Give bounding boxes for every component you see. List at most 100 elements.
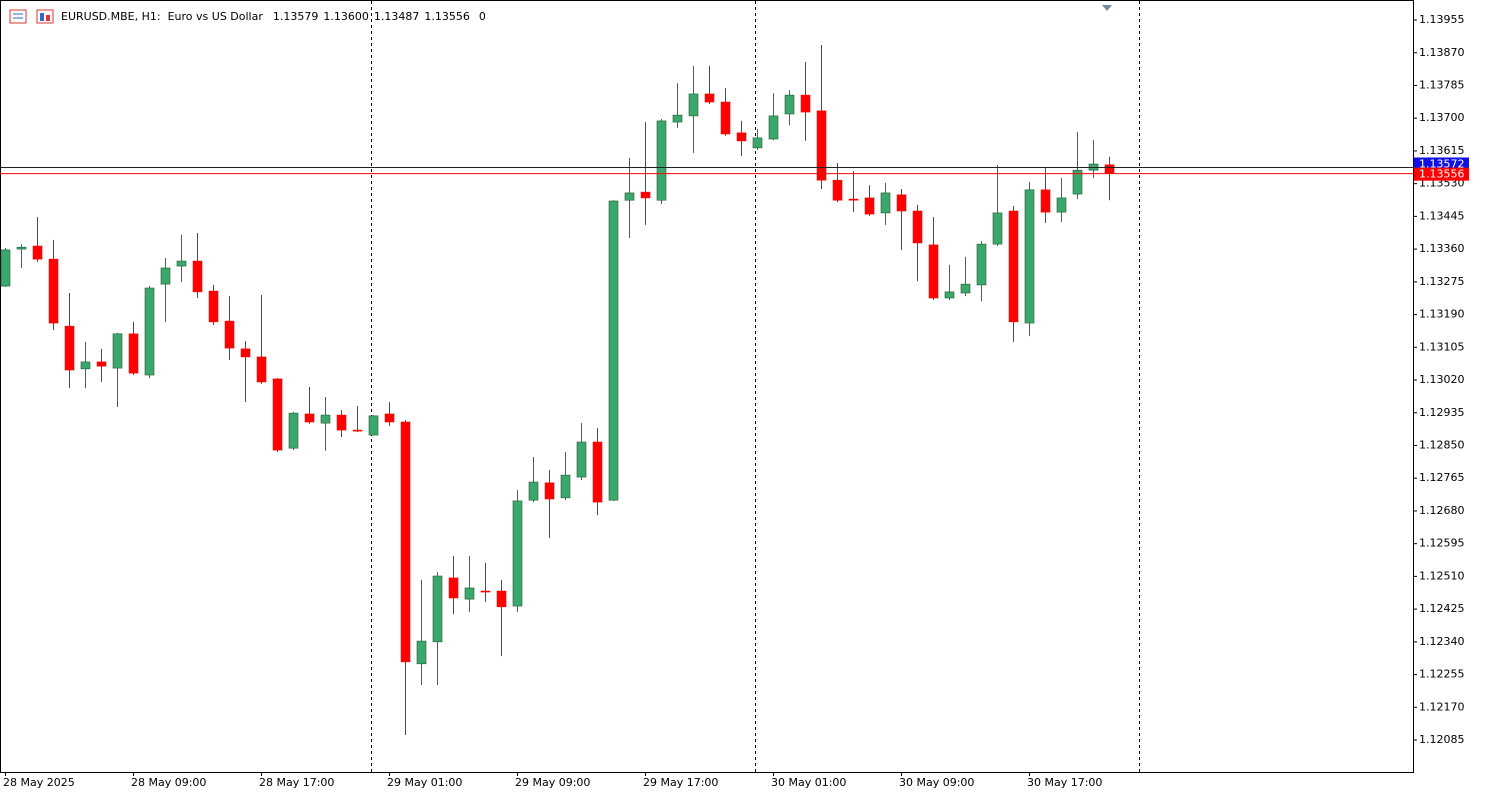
icon (36, 9, 54, 24)
y-tick-label: 1.12850 (1419, 438, 1465, 451)
x-tick-label: 28 May 09:00 (131, 776, 206, 789)
icon (46, 15, 50, 21)
candle-body (1024, 189, 1035, 324)
candle-body (16, 246, 27, 250)
candle-body (80, 361, 91, 370)
y-tick-label: 1.13615 (1419, 144, 1465, 157)
candle-body (576, 441, 587, 478)
candle-body (736, 132, 747, 142)
header-icons (9, 9, 54, 24)
candle-body (864, 197, 875, 215)
candle-body (384, 413, 395, 423)
x-tick-label: 30 May 01:00 (771, 776, 846, 789)
candle-body (352, 429, 363, 432)
y-tick-label: 1.13870 (1419, 46, 1465, 59)
candle-body (288, 412, 299, 449)
candle-body (48, 258, 59, 324)
candle-body (1104, 164, 1115, 174)
candle-body (784, 94, 795, 115)
x-tick-label: 30 May 17:00 (1027, 776, 1102, 789)
icon (9, 9, 27, 24)
x-tick-label: 29 May 09:00 (515, 776, 590, 789)
candle-body (896, 194, 907, 212)
candle-body (448, 577, 459, 599)
candle-body (768, 115, 779, 140)
candle-body (912, 210, 923, 244)
y-tick-label: 1.12085 (1419, 733, 1465, 746)
candle-body (0, 249, 11, 287)
candle-body (160, 267, 171, 285)
y-tick-label: 1.12340 (1419, 635, 1465, 648)
candle-body (304, 413, 315, 423)
candle-body (800, 94, 811, 113)
candle-body (752, 137, 763, 149)
candle-body (640, 191, 651, 199)
y-tick-label: 1.12935 (1419, 406, 1465, 419)
candle-body (224, 320, 235, 349)
y-tick-label: 1.13105 (1419, 340, 1465, 353)
y-tick-label: 1.13785 (1419, 78, 1465, 91)
candle-body (96, 361, 107, 367)
y-tick-label: 1.12765 (1419, 471, 1465, 484)
y-tick-label: 1.13445 (1419, 209, 1465, 222)
candle-body (320, 414, 331, 424)
y-tick-label: 1.12510 (1419, 569, 1465, 582)
price-label: 1.13556 (1419, 168, 1465, 181)
y-tick-label: 1.13020 (1419, 373, 1465, 386)
candle-body (336, 414, 347, 431)
y-tick-label: 1.13190 (1419, 308, 1465, 321)
candle-body (944, 291, 955, 299)
candle-body (528, 481, 539, 501)
candle-body (208, 290, 219, 323)
candle-body (464, 587, 475, 600)
price-label-box (1414, 167, 1469, 181)
candle-body (512, 500, 523, 607)
candle-body (704, 93, 715, 103)
x-tick-label: 29 May 01:00 (387, 776, 462, 789)
y-tick-label: 1.12595 (1419, 537, 1465, 550)
candle-body (416, 640, 427, 665)
ohlc-value: 1.13579 (273, 10, 319, 23)
candle-body (832, 179, 843, 201)
candle-body (1056, 197, 1067, 213)
candle-body (496, 590, 507, 608)
candle-body (112, 333, 123, 369)
y-tick-label: 1.13955 (1419, 13, 1465, 26)
candle-body (720, 101, 731, 135)
candle-body (976, 243, 987, 286)
candle-body (480, 590, 491, 593)
candle-body (272, 378, 283, 451)
y-tick-label: 1.12170 (1419, 700, 1465, 713)
price-label: 1.13572 (1419, 157, 1465, 170)
candle-body (400, 421, 411, 663)
y-tick-label: 1.12680 (1419, 504, 1465, 517)
candle-body (544, 482, 555, 500)
candle-body (672, 114, 683, 123)
candle-body (560, 474, 571, 499)
y-tick-label: 1.12255 (1419, 668, 1465, 681)
candle-body (608, 200, 619, 501)
candle-body (432, 575, 443, 643)
candle-body (848, 198, 859, 201)
candle-body (144, 287, 155, 376)
candle-body (624, 192, 635, 201)
candle-body (240, 348, 251, 358)
candle-body (816, 110, 827, 181)
y-tick-label: 1.12425 (1419, 602, 1465, 615)
x-tick-label: 30 May 09:00 (899, 776, 974, 789)
candle-body (992, 212, 1003, 245)
info-value: 0 (479, 10, 486, 23)
x-tick-label: 28 May 2025 (3, 776, 75, 789)
candle-body (880, 192, 891, 214)
candle-body (1040, 189, 1051, 213)
y-tick-label: 1.13360 (1419, 242, 1465, 255)
candle-body (656, 120, 667, 201)
ohlc-value: 1.13600 (323, 10, 369, 23)
candle-body (128, 333, 139, 374)
candle-body (928, 244, 939, 299)
ohlc-value: 1.13556 (424, 10, 470, 23)
candle-body (256, 356, 267, 383)
x-tick-label: 28 May 17:00 (259, 776, 334, 789)
